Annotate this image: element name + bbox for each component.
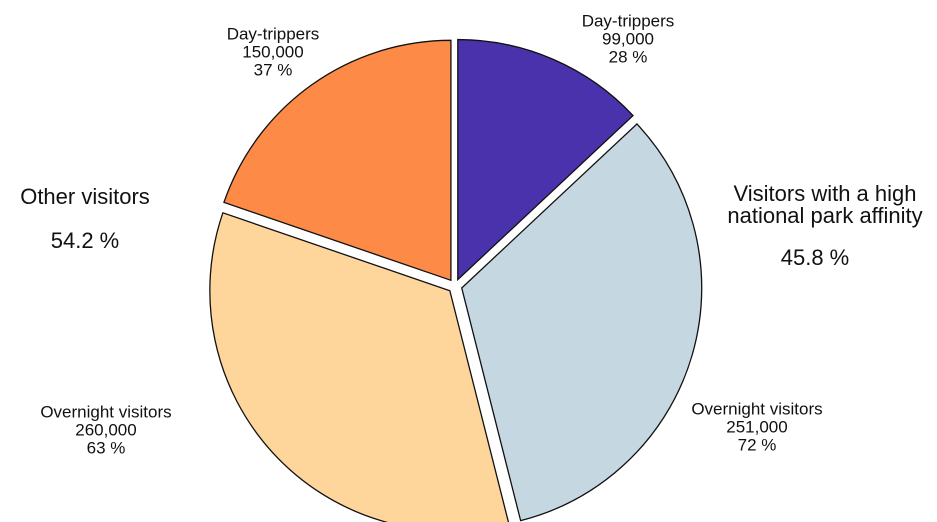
slice-value-label: 150,000 [242,42,303,61]
pie-slice [457,38,634,282]
slice-share-label: 28 % [609,47,648,66]
pie-slice [460,123,703,522]
slice-label: Day-trippers [227,24,320,43]
slice-value-label: 260,000 [75,420,136,439]
slice-value-label: 251,000 [726,417,787,436]
slice-label: Day-trippers [582,11,675,30]
group-name: Other visitors [20,184,150,209]
group-name: Visitors with a high national park affin… [727,181,923,228]
slice-share-label: 72 % [738,435,777,454]
slice-value-label: 99,000 [602,29,654,48]
group-share: 54.2 % [50,228,120,253]
pie-slice [223,39,452,282]
slice-label: Overnight visitors [691,399,822,418]
group-share: 45.8 % [780,245,850,270]
pie-slice [209,211,510,522]
slice-label: Overnight visitors [40,402,171,421]
slice-share-label: 63 % [87,438,126,457]
slice-share-label: 37 % [254,60,293,79]
